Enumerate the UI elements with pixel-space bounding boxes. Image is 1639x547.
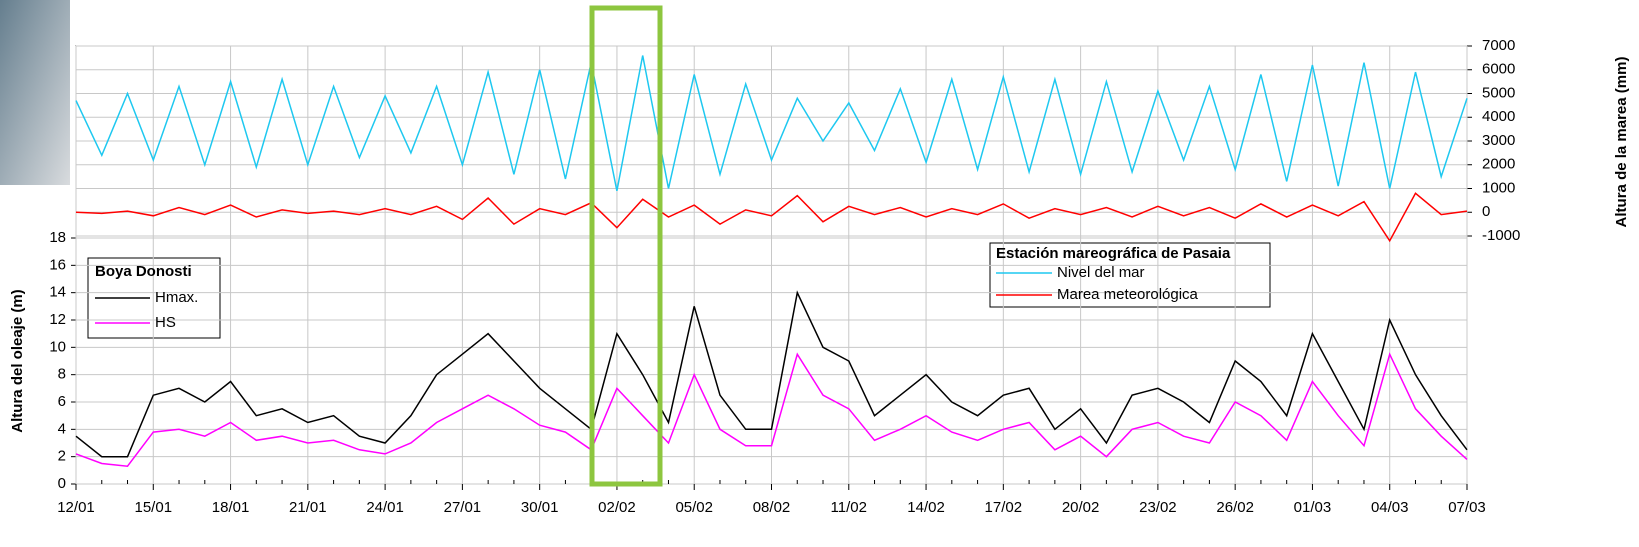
- x-tick-label: 12/01: [57, 499, 95, 516]
- y-tick-label: 16: [49, 256, 66, 273]
- x-tick-label: 02/02: [598, 499, 636, 516]
- series-line: [75, 352, 1468, 467]
- x-tick-label: 14/02: [907, 499, 945, 516]
- y-tick-label: 6: [58, 393, 66, 410]
- x-tick-label: 05/02: [675, 499, 713, 516]
- y-tick-label: 0: [58, 475, 66, 492]
- y2-tick-label: 2000: [1482, 156, 1515, 173]
- y-tick-label: 4: [58, 420, 66, 437]
- x-tick-label: 15/01: [135, 499, 173, 516]
- x-tick-label: 21/01: [289, 499, 327, 516]
- series-line: [75, 290, 1468, 458]
- y2-tick-label: 3000: [1482, 132, 1515, 149]
- y-tick-label: 10: [49, 338, 66, 355]
- x-tick-label: 17/02: [985, 499, 1023, 516]
- y2-tick-label: 4000: [1482, 108, 1515, 125]
- x-tick-label: 08/02: [753, 499, 791, 516]
- y2-tick-label: 5000: [1482, 84, 1515, 101]
- legend-label: Hmax.: [155, 289, 198, 306]
- x-tick-label: 27/01: [444, 499, 482, 516]
- x-tick-label: 07/03: [1448, 499, 1486, 516]
- y-tick-label: 2: [58, 448, 66, 465]
- y2-tick-label: 1000: [1482, 179, 1515, 196]
- legend-label: HS: [155, 314, 176, 331]
- y-tick-label: 8: [58, 366, 66, 383]
- x-tick-label: 01/03: [1294, 499, 1332, 516]
- y2-tick-label: 0: [1482, 203, 1490, 220]
- series-line: [75, 192, 1468, 243]
- x-tick-label: 30/01: [521, 499, 559, 516]
- legend-label: Nivel del mar: [1057, 264, 1145, 281]
- y-axis-title: Altura del oleaje (m): [9, 289, 26, 432]
- y2-tick-label: 7000: [1482, 37, 1515, 54]
- highlight-box: [589, 5, 663, 487]
- y-tick-label: 14: [49, 284, 66, 301]
- x-tick-label: 26/02: [1216, 499, 1254, 516]
- legend-label: Marea meteorológica: [1057, 286, 1199, 303]
- x-tick-label: 24/01: [366, 499, 404, 516]
- y-tick-label: 18: [49, 229, 66, 246]
- legend-title: Boya Donosti: [95, 263, 192, 280]
- x-tick-label: 23/02: [1139, 499, 1177, 516]
- x-tick-label: 11/02: [831, 499, 867, 516]
- legend-title: Estación mareográfica de Pasaia: [996, 245, 1231, 262]
- x-tick-label: 04/03: [1371, 499, 1409, 516]
- y2-axis-title: Altura de la marea (mm): [1613, 57, 1630, 228]
- x-tick-label: 20/02: [1062, 499, 1100, 516]
- y2-tick-label: -1000: [1482, 227, 1520, 244]
- x-tick-label: 18/01: [212, 499, 250, 516]
- plot-area: 0 2 4 6 8 10 12 14 16 18 -1000 0 1000 2000 3000 4000 500…: [49, 37, 1520, 516]
- series-line: [75, 55, 1468, 192]
- legend-box: [989, 242, 1271, 308]
- y-tick-label: 12: [49, 311, 66, 328]
- thumbnail: [0, 0, 70, 185]
- y2-tick-label: 6000: [1482, 61, 1515, 78]
